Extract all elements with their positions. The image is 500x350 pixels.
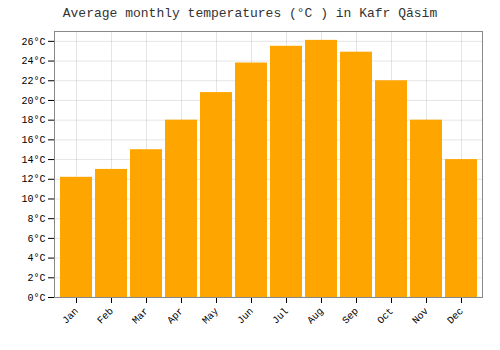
- svg-text:Nov: Nov: [410, 306, 431, 327]
- svg-text:18°C: 18°C: [21, 115, 45, 126]
- svg-text:Dec: Dec: [445, 306, 466, 327]
- svg-text:22°C: 22°C: [21, 76, 45, 87]
- svg-text:10°C: 10°C: [21, 194, 45, 205]
- svg-text:Apr: Apr: [165, 306, 186, 327]
- svg-text:Jun: Jun: [235, 306, 256, 327]
- svg-text:Feb: Feb: [95, 306, 116, 327]
- svg-text:26°C: 26°C: [21, 37, 45, 48]
- svg-text:Sep: Sep: [340, 306, 361, 327]
- svg-text:Jan: Jan: [60, 306, 81, 327]
- svg-text:Oct: Oct: [375, 306, 396, 327]
- svg-text:8°C: 8°C: [27, 214, 45, 225]
- svg-text:6°C: 6°C: [27, 234, 45, 245]
- svg-text:20°C: 20°C: [21, 96, 45, 107]
- svg-text:14°C: 14°C: [21, 155, 45, 166]
- svg-text:Jul: Jul: [270, 306, 291, 327]
- svg-text:Aug: Aug: [305, 306, 326, 327]
- svg-text:Mar: Mar: [130, 306, 151, 327]
- svg-text:12°C: 12°C: [21, 174, 45, 185]
- svg-text:24°C: 24°C: [21, 56, 45, 67]
- svg-text:May: May: [200, 306, 221, 327]
- svg-text:4°C: 4°C: [27, 253, 45, 264]
- html-text:Average monthly temperatures (: Average monthly temperatures (°C ) in Ka…: [62, 6, 438, 21]
- svg-text:2°C: 2°C: [27, 273, 45, 284]
- svg-text:0°C: 0°C: [27, 293, 45, 304]
- svg-text:16°C: 16°C: [21, 135, 45, 146]
